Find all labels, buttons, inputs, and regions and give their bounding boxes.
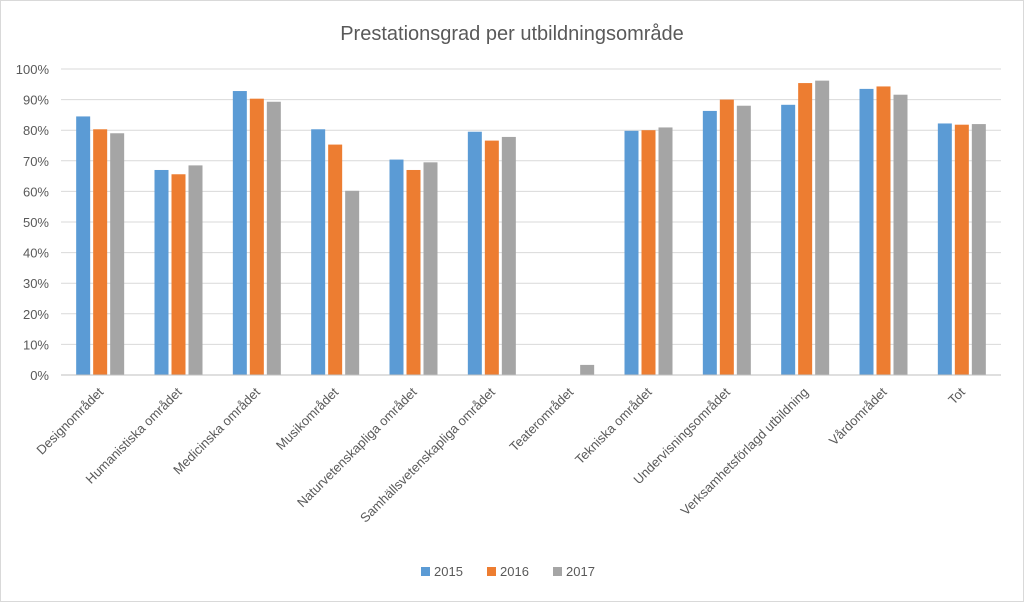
bar-2017	[266, 101, 281, 375]
bar-2017	[501, 136, 516, 375]
bar-2016	[876, 86, 891, 375]
y-tick-label: 40%	[23, 246, 49, 261]
bar-2017	[658, 127, 673, 375]
legend-label: 2017	[566, 564, 595, 579]
chart-title: Prestationsgrad per utbildningsområde	[340, 23, 684, 45]
category-label: Designområdet	[33, 384, 106, 457]
gridlines	[61, 68, 1001, 345]
bar-2017	[345, 190, 360, 375]
bar-2015	[781, 104, 796, 375]
bar-2017	[815, 80, 830, 376]
bar-2015	[467, 131, 482, 375]
bar-2016	[484, 140, 499, 375]
y-tick-label: 10%	[23, 337, 49, 352]
legend-label: 2015	[434, 564, 463, 579]
y-tick-label: 70%	[23, 154, 49, 169]
bar-2015	[389, 159, 404, 375]
bar-2015	[76, 116, 91, 376]
bar-2017	[893, 94, 908, 375]
bar-2015	[624, 130, 639, 375]
bar-2015	[311, 129, 326, 375]
category-label: Samhällsvetenskapliga området	[357, 384, 498, 525]
legend-label: 2016	[500, 564, 529, 579]
bar-2017	[971, 124, 986, 375]
y-tick-label: 20%	[23, 307, 49, 322]
bar-2017	[110, 133, 125, 375]
y-axis: 0% 10% 20% 30% 40% 50% 60% 70% 80% 90% 100%	[16, 62, 50, 383]
bar-2015	[154, 169, 169, 375]
bar-2016	[406, 169, 421, 375]
y-tick-label: 60%	[23, 184, 49, 199]
category-label: Tot	[945, 384, 968, 407]
bar-2016	[719, 99, 734, 375]
bar-2016	[93, 129, 108, 375]
bars	[76, 80, 986, 376]
bar-2017	[580, 364, 595, 375]
bar-2017	[423, 162, 438, 375]
legend-swatch	[553, 567, 562, 576]
category-label: Medicinska området	[170, 384, 263, 477]
bar-2016	[954, 124, 969, 375]
y-tick-label: 80%	[23, 123, 49, 138]
category-label: Vårdområdet	[826, 384, 890, 448]
legend: 2015 2016 2017	[421, 564, 595, 579]
bar-2017	[188, 165, 203, 375]
bar-2015	[859, 88, 874, 375]
category-label: Teaterområdet	[506, 384, 576, 454]
y-tick-label: 30%	[23, 276, 49, 291]
y-tick-label: 100%	[16, 62, 50, 77]
bar-2015	[702, 110, 717, 375]
category-label: Verksamhetsförlagd utbildning	[678, 385, 812, 519]
category-label: Tekniska området	[572, 384, 655, 467]
legend-swatch	[421, 567, 430, 576]
category-label: Musikområdet	[273, 384, 342, 453]
y-tick-label: 90%	[23, 93, 49, 108]
bar-2017	[736, 105, 751, 375]
y-tick-label: 50%	[23, 215, 49, 230]
bar-2016	[249, 98, 264, 375]
bar-2016	[171, 174, 186, 375]
bar-2015	[232, 91, 247, 376]
legend-swatch	[487, 567, 496, 576]
y-tick-label: 0%	[30, 368, 49, 383]
bar-2016	[328, 144, 343, 375]
bar-2016	[798, 83, 813, 376]
bar-2015	[937, 123, 952, 375]
bar-2016	[641, 130, 656, 375]
